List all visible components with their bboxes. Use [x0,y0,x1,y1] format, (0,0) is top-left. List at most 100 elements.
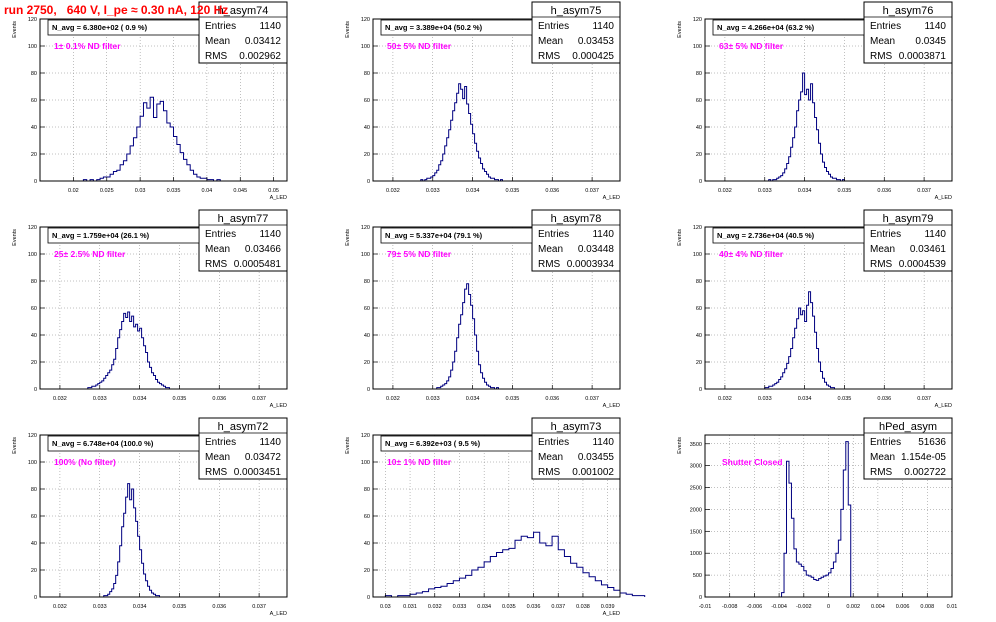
navg-text: N_avg = 6.380e+02 ( 0.9 %) [52,23,148,32]
y-tick-label: 80 [364,487,370,493]
x-tick-label: -0.01 [699,604,712,610]
x-axis-label: A_LED [270,195,287,201]
stats-label-mean: Mean [205,452,230,463]
y-tick-label: 100 [28,252,37,258]
y-tick-label: 1000 [690,551,702,557]
y-axis-label: Events [345,229,351,246]
y-tick-label: 100 [693,252,702,258]
stats-label-rms: RMS [538,51,561,62]
y-tick-label: 120 [693,225,702,231]
stats-mean-value: 0.0345 [915,36,946,47]
y-tick-label: 120 [361,433,370,439]
x-tick-label: 0.036 [527,604,541,610]
y-tick-label: 80 [696,71,702,77]
x-tick-label: 0.035 [502,604,516,610]
x-tick-label: 0.04 [202,188,213,194]
x-tick-label: 0.032 [386,188,400,194]
stats-label-entries: Entries [870,229,901,240]
navg-box [380,19,533,36]
y-tick-label: 2500 [690,486,702,492]
navg-box [712,227,865,244]
y-tick-label: 40 [364,125,370,131]
y-tick-label: 100 [361,252,370,258]
x-tick-label: 0.032 [386,396,400,402]
stats-label-mean: Mean [870,36,895,47]
stats-label-mean: Mean [870,452,895,463]
y-tick-label: 120 [28,17,37,23]
histogram-line [764,441,854,598]
y-tick-label: 60 [364,98,370,104]
navg-text: N_avg = 2.736e+04 (40.5 %) [717,231,815,240]
stats-mean-value: 0.03448 [578,244,615,255]
stats-entries-value: 1140 [924,21,946,32]
y-tick-label: 40 [31,541,37,547]
stats-entries-value: 1140 [592,229,614,240]
y-axis-label: Events [345,21,351,38]
histogram-line [768,72,845,182]
x-tick-label: 0.037 [252,604,266,610]
stats-box [531,1,621,64]
stats-label-mean: Mean [538,452,563,463]
y-tick-label: 120 [693,17,702,23]
stats-mean-value: 0.03472 [245,452,282,463]
x-axis-label: A_LED [603,611,620,617]
stats-entries-value: 1140 [924,229,946,240]
stats-box [531,209,621,272]
x-tick-label: 0.036 [212,396,226,402]
stats-mean-value: 0.03453 [578,36,615,47]
histogram-name: h_asym78 [551,213,602,225]
x-axis-label: A_LED [603,403,620,409]
stats-rms-value: 0.0004539 [899,259,947,270]
stats-entries-value: 1140 [592,437,614,448]
filter-annotation: 50± 5% ND filter [387,41,452,51]
histogram-panel: 0.032 0.033 0.034 0.035 0.036 0.037 0 20 40 60 80 1… [12,209,288,409]
stats-label-mean: Mean [538,244,563,255]
x-axis-label: A_LED [270,611,287,617]
y-tick-label: 2000 [690,507,702,513]
y-tick-label: 80 [696,279,702,285]
y-tick-label: 0 [367,387,370,393]
x-tick-label: 0.025 [100,188,114,194]
stats-label-rms: RMS [205,51,228,62]
stats-box [863,1,953,64]
y-tick-label: 0 [699,179,702,185]
y-tick-label: 1500 [690,529,702,535]
y-tick-label: 40 [31,125,37,131]
x-tick-label: 0.034 [466,188,480,194]
histogram-name: h_asym73 [551,421,602,433]
y-tick-label: 20 [364,568,370,574]
x-tick-label: 0.039 [601,604,615,610]
x-tick-label: 0.032 [428,604,442,610]
stats-label-mean: Mean [538,36,563,47]
x-tick-label: 0.035 [506,188,520,194]
stats-label-entries: Entries [205,21,236,32]
x-axis-label: A_LED [603,195,620,201]
y-tick-label: 100 [361,460,370,466]
y-tick-label: 100 [361,44,370,50]
stats-label-entries: Entries [538,21,569,32]
x-tick-label: 0.034 [798,188,812,194]
y-tick-label: 20 [31,152,37,158]
stats-label-mean: Mean [870,244,895,255]
histogram-line [764,291,835,389]
x-tick-label: 0.035 [173,604,187,610]
x-tick-label: 0.038 [576,604,590,610]
y-tick-label: 40 [696,125,702,131]
stats-label-entries: Entries [205,437,236,448]
x-tick-label: 0.034 [477,604,491,610]
stats-label-mean: Mean [205,36,230,47]
x-tick-label: 0.033 [93,396,107,402]
x-tick-label: 0.03 [135,188,146,194]
stats-rms-value: 0.0005481 [234,259,282,270]
x-tick-label: 0.008 [920,604,934,610]
x-tick-label: 0.035 [173,396,187,402]
x-tick-label: -0.004 [771,604,787,610]
histogram-panel: -0.01 -0.008 -0.006 -0.004 -0.002 0 0.002 0.004… [677,417,957,610]
x-tick-label: 0.034 [798,396,812,402]
filter-annotation: 63± 5% ND filter [719,41,784,51]
run-title: run 2750, 640 V, I_pe ≈ 0.30 nA, 120 Hz [4,3,229,17]
y-tick-label: 60 [31,306,37,312]
y-tick-label: 0 [34,595,37,601]
stats-rms-value: 0.0003934 [567,259,615,270]
x-tick-label: 0.03 [380,604,391,610]
